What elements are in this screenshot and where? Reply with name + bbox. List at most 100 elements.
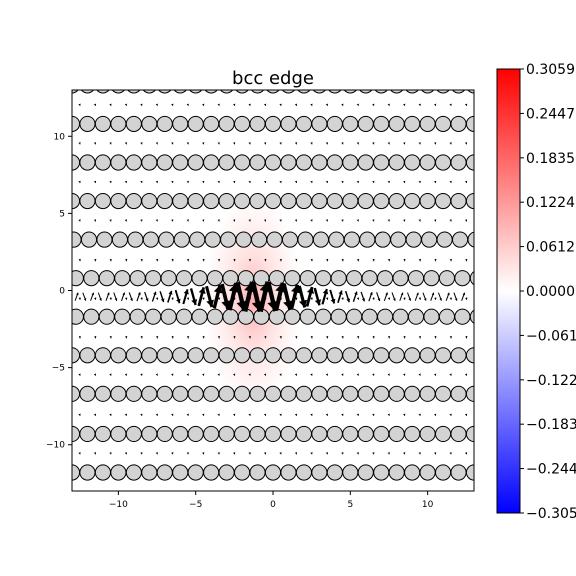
atom	[281, 231, 299, 248]
colorbar-tick-label: −0.1835	[526, 417, 576, 433]
displacement-arrow	[217, 103, 220, 106]
displacement-arrow	[310, 219, 313, 222]
displacement-arrow	[171, 373, 174, 376]
displacement-arrow	[233, 335, 236, 339]
atom	[373, 385, 390, 402]
displacement-arrow	[310, 103, 313, 106]
atom	[465, 425, 474, 443]
atom	[158, 90, 172, 94]
displacement-arrow	[433, 373, 437, 376]
colorbar-tick-label: −0.2447	[526, 462, 576, 478]
displacement-arrow	[387, 373, 390, 376]
displacement-arrow	[433, 452, 437, 455]
atom	[160, 308, 177, 325]
displacement-arrow	[372, 335, 375, 339]
atom	[160, 270, 177, 287]
displacement-arrow	[109, 452, 112, 455]
atom	[311, 464, 328, 481]
displacement-arrow	[232, 452, 236, 455]
displacement-arrow	[434, 335, 437, 339]
displacement-arrow	[418, 103, 421, 106]
atom	[342, 464, 359, 481]
displacement-arrow	[186, 452, 189, 455]
displacement-arrow	[310, 335, 313, 339]
displacement-arrow	[109, 335, 112, 339]
displacement-arrow	[140, 452, 143, 455]
displacement-arrow	[171, 335, 174, 339]
atom	[218, 347, 235, 364]
atom	[249, 464, 266, 481]
atom	[249, 154, 266, 171]
displacement-arrow	[387, 452, 390, 455]
atom	[110, 425, 127, 443]
displacement-arrow	[186, 180, 189, 184]
atom	[419, 154, 436, 171]
atom	[361, 270, 378, 287]
atom	[280, 192, 297, 210]
colorbar-tick-label: −0.1224	[526, 373, 576, 389]
displacement-arrow	[344, 290, 351, 303]
y-tick-label: −5	[52, 364, 65, 374]
displacement-arrow	[171, 103, 174, 106]
atom	[435, 154, 452, 171]
atom	[295, 154, 312, 171]
displacement-arrow	[387, 180, 390, 184]
atom	[326, 425, 343, 443]
displacement-arrow	[464, 452, 468, 455]
displacement-arrow	[387, 335, 391, 339]
displacement-arrow	[202, 103, 205, 106]
atom	[326, 192, 343, 210]
atom	[235, 231, 252, 248]
atom	[110, 347, 127, 364]
displacement-arrow	[465, 297, 468, 300]
atom	[326, 347, 343, 364]
atom	[79, 464, 96, 481]
atom	[264, 385, 282, 402]
displacement-arrow	[387, 413, 390, 416]
displacement-arrow	[155, 258, 159, 262]
atom	[436, 231, 453, 248]
displacement-arrow	[136, 292, 141, 302]
displacement-arrow	[232, 219, 236, 222]
displacement-arrow	[78, 142, 81, 145]
displacement-arrow	[140, 180, 143, 184]
atom	[326, 464, 343, 481]
displacement-arrow	[313, 287, 322, 306]
colorbar-tick-label: −0.0612	[526, 328, 576, 344]
atom	[346, 308, 363, 325]
displacement-arrow	[418, 180, 421, 184]
atom	[465, 464, 474, 481]
atom	[388, 347, 405, 364]
displacement-arrow	[403, 103, 406, 106]
atom	[172, 192, 189, 210]
displacement-arrow	[186, 103, 189, 106]
atom	[388, 425, 405, 443]
displacement-arrow	[341, 373, 344, 376]
atom	[251, 231, 268, 248]
atom	[469, 309, 474, 324]
atom	[330, 308, 347, 325]
atom	[114, 270, 131, 287]
displacement-arrow	[329, 289, 336, 304]
displacement-arrow	[97, 292, 102, 301]
displacement-arrow	[356, 142, 359, 145]
displacement-arrow	[403, 142, 406, 145]
displacement-arrow	[140, 413, 143, 416]
displacement-arrow	[414, 292, 419, 301]
displacement-arrow	[279, 452, 282, 455]
displacement-arrow	[418, 258, 422, 262]
displacement-arrow	[93, 373, 97, 376]
atom	[342, 425, 359, 443]
atom	[284, 270, 301, 287]
atom	[72, 308, 84, 325]
displacement-arrow	[341, 413, 344, 416]
atom	[311, 425, 328, 443]
displacement-arrow	[434, 297, 437, 300]
atom	[125, 464, 142, 481]
displacement-arrow	[295, 258, 298, 262]
displacement-arrow	[155, 413, 158, 416]
displacement-arrow	[263, 142, 267, 145]
atom	[419, 347, 436, 364]
displacement-arrow	[197, 287, 206, 307]
displacement-arrow	[159, 291, 165, 303]
